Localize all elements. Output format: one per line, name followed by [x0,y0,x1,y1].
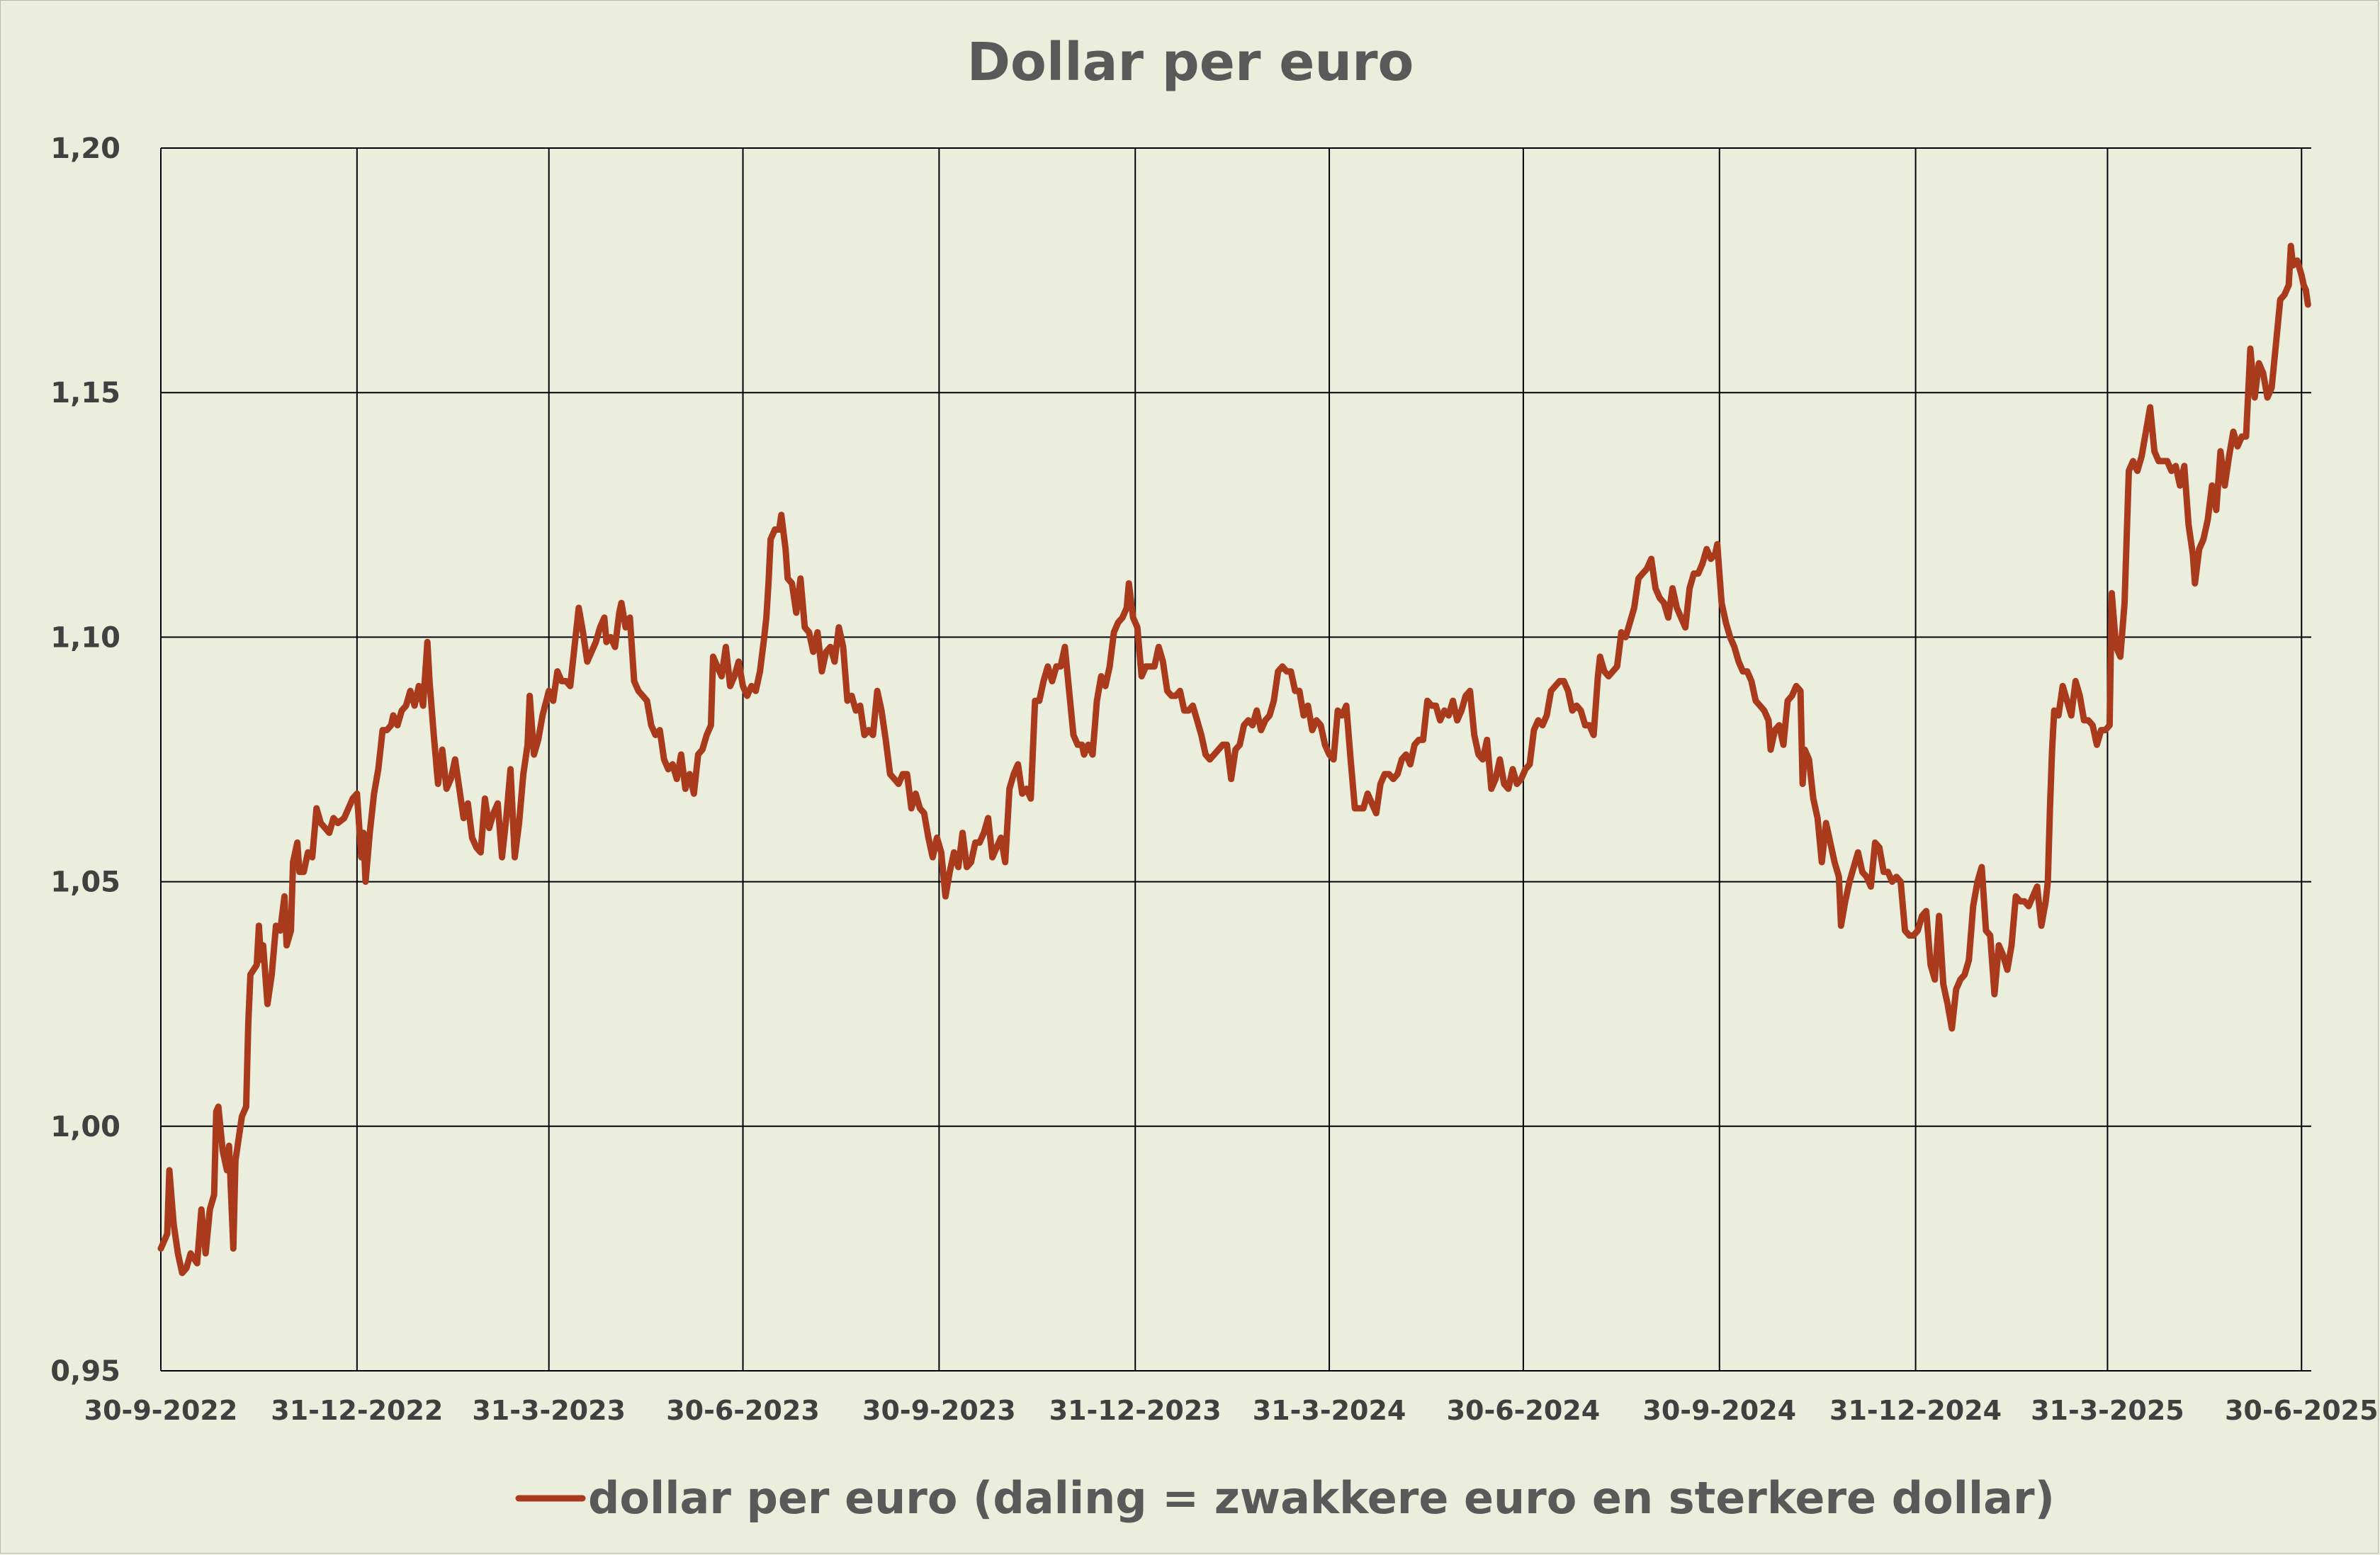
x-tick-label: 30-9-2023 [862,1395,1016,1426]
horizontal-gridlines [161,147,2311,1372]
x-tick-label: 31-3-2023 [472,1395,626,1426]
x-tick-label: 31-12-2024 [1829,1395,2002,1426]
legend-label: dollar per euro (daling = zwakkere euro … [588,1472,2055,1524]
x-tick-label: 31-3-2024 [1253,1395,1406,1426]
series-line [157,242,2311,1277]
y-tick-label: 0,95 [50,1355,120,1388]
x-tick-label: 31-12-2022 [271,1395,443,1426]
x-axis-tick-labels: 30-9-2022 31-12-2022 31-3-2023 30-6-2023 30-… [84,1395,2379,1426]
x-tick-label: 31-12-2023 [1049,1395,1222,1426]
chart-title: Dollar per euro [967,32,1414,93]
x-tick-label: 31-3-2025 [2031,1395,2184,1426]
y-tick-label: 1,20 [50,132,120,165]
x-tick-label: 30-9-2024 [1642,1395,1796,1426]
vertical-gridlines [160,148,2303,1371]
y-tick-label: 1,00 [50,1111,120,1143]
y-tick-label: 1,15 [50,377,120,409]
legend: dollar per euro (daling = zwakkere euro … [515,1472,2055,1524]
x-tick-label: 30-6-2025 [2225,1395,2379,1426]
x-tick-label: 30-6-2023 [666,1395,820,1426]
series-layer [157,242,2311,1277]
x-tick-label: 30-6-2024 [1447,1395,1601,1426]
y-tick-label: 1,05 [50,866,120,899]
y-axis-tick-labels: 0,95 1,00 1,05 1,10 1,15 1,20 [50,132,120,1388]
y-tick-label: 1,10 [50,621,120,654]
x-tick-label: 30-9-2022 [84,1395,238,1426]
